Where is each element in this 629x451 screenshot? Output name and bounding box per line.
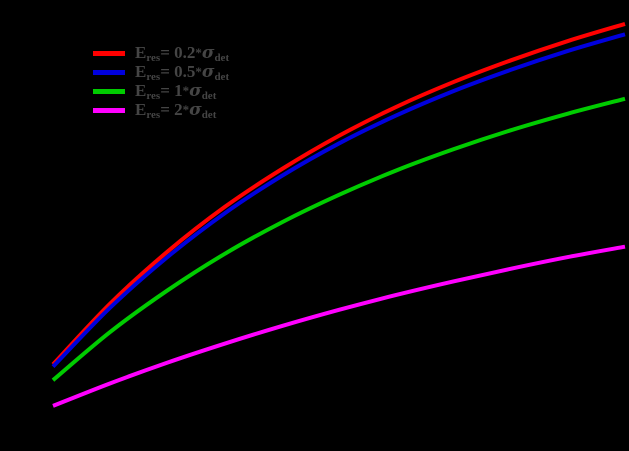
legend-label-0-sym: σ <box>201 42 215 63</box>
legend-label-0: Eres= 0.2*σdet <box>135 44 229 64</box>
legend-item-1: Eres= 0.5*σdet <box>93 63 353 82</box>
legend-label-0-main: E <box>135 42 147 62</box>
legend-item-2: Eres= 1*σdet <box>93 82 353 101</box>
legend-label-3-ast: * <box>182 101 190 117</box>
legend-label-2: Eres= 1*σdet <box>135 82 216 102</box>
legend-label-3-main: E <box>135 99 147 119</box>
legend-label-1-ast: * <box>195 63 202 79</box>
legend-label-3: Eres= 2*σdet <box>135 101 216 121</box>
legend-label-0-sym-sub: det <box>214 51 230 64</box>
legend-label-3-eq: = 2 <box>160 99 183 119</box>
legend-label-2-sym: σ <box>189 80 202 101</box>
legend-label-2-main: E <box>135 80 147 100</box>
series-line-1 <box>51 32 626 369</box>
legend-swatch-green <box>93 89 125 94</box>
legend-label-1: Eres= 0.5*σdet <box>135 63 229 83</box>
legend-swatch-blue <box>93 70 125 75</box>
series-line-0 <box>51 21 626 366</box>
legend-label-0-sub: res <box>146 51 161 64</box>
legend-label-1-eq: = 0.5 <box>160 61 196 81</box>
legend-label-1-main: E <box>135 61 147 81</box>
legend-label-0-eq: = 0.2 <box>160 42 196 62</box>
series-line-2 <box>51 96 626 382</box>
legend-label-2-ast: * <box>182 82 190 98</box>
legend-label-3-sym-sub: det <box>201 108 217 121</box>
legend-item-3: Eres= 2*σdet <box>93 101 353 120</box>
legend-label-3-sub: res <box>146 108 161 121</box>
legend-label-1-sym-sub: det <box>214 70 230 83</box>
legend-swatch-magenta <box>93 108 125 113</box>
legend-label-1-sub: res <box>146 70 161 83</box>
legend-label-2-eq: = 1 <box>160 80 183 100</box>
legend-label-0-ast: * <box>195 44 202 60</box>
legend-label-1-sym: σ <box>201 61 215 82</box>
legend-label-2-sym-sub: det <box>201 89 217 102</box>
legend-label-3-sym: σ <box>189 99 202 120</box>
legend-item-0: Eres= 0.2*σdet <box>93 44 353 63</box>
chart-legend: Eres= 0.2*σdet Eres= 0.5*σdet Eres= 1*σd… <box>93 44 353 120</box>
series-line-3 <box>52 244 626 408</box>
legend-label-2-sub: res <box>146 89 161 102</box>
legend-swatch-red <box>93 51 125 56</box>
